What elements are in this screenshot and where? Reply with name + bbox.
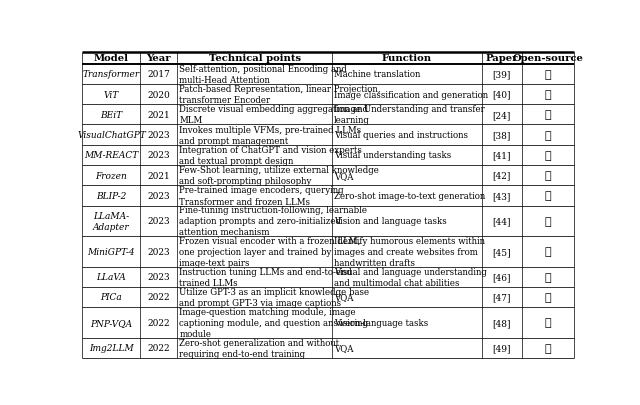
- Text: [47]: [47]: [493, 293, 511, 302]
- Text: Model: Model: [94, 54, 129, 63]
- Text: Utilize GPT-3 as an implicit knowledge base
and prompt GPT-3 via image captions: Utilize GPT-3 as an implicit knowledge b…: [179, 287, 369, 307]
- Text: ✓: ✓: [545, 318, 551, 328]
- Text: 2023: 2023: [148, 192, 170, 200]
- Text: Instruction tuning LLMs and end-to-end
trained LLMs: Instruction tuning LLMs and end-to-end t…: [179, 267, 352, 287]
- Text: VQA: VQA: [334, 171, 353, 180]
- Text: ✓: ✓: [545, 70, 551, 79]
- Text: ViT: ViT: [104, 90, 119, 99]
- Text: LLaVA: LLaVA: [97, 273, 126, 281]
- Text: Vision-language tasks: Vision-language tasks: [334, 318, 428, 327]
- Text: ✓: ✓: [545, 191, 551, 201]
- Text: [42]: [42]: [493, 171, 511, 180]
- Text: 2021: 2021: [147, 171, 170, 180]
- Text: PNP-VQA: PNP-VQA: [90, 318, 132, 327]
- Text: Paper: Paper: [486, 54, 518, 63]
- Text: Invokes multiple VFMs, pre-trained LLMs
and prompt management: Invokes multiple VFMs, pre-trained LLMs …: [179, 125, 362, 145]
- Text: Self-attention, positional Encoding and
multi-Head Attention: Self-attention, positional Encoding and …: [179, 64, 347, 85]
- Text: [49]: [49]: [493, 343, 511, 352]
- Text: Frozen: Frozen: [95, 171, 127, 180]
- Text: 2021: 2021: [147, 111, 170, 119]
- Text: MM-REACT: MM-REACT: [84, 151, 139, 160]
- Text: ✓: ✓: [545, 272, 551, 282]
- Text: LLaMA-
Adapter: LLaMA- Adapter: [93, 211, 130, 231]
- Text: 2023: 2023: [148, 247, 170, 256]
- Text: Visual understanding tasks: Visual understanding tasks: [334, 151, 451, 160]
- Text: 2022: 2022: [148, 293, 170, 302]
- Text: ✓: ✓: [545, 130, 551, 140]
- Text: Technical points: Technical points: [209, 54, 301, 63]
- Text: ✗: ✗: [545, 292, 551, 303]
- Text: Visual and language understanding
and multimodal chat abilities: Visual and language understanding and mu…: [334, 267, 487, 287]
- Text: Zero-shot image-to-text generation: Zero-shot image-to-text generation: [334, 192, 485, 200]
- Text: [45]: [45]: [493, 247, 511, 256]
- Text: ✓: ✓: [545, 171, 551, 181]
- Text: [48]: [48]: [493, 318, 511, 327]
- Text: [44]: [44]: [493, 217, 511, 226]
- Text: 2022: 2022: [148, 318, 170, 327]
- Text: 2023: 2023: [148, 273, 170, 281]
- Text: ✓: ✓: [545, 90, 551, 100]
- Text: Open-source: Open-source: [512, 54, 583, 63]
- Text: ✓: ✓: [545, 151, 551, 160]
- Text: ✓: ✓: [545, 216, 551, 226]
- Text: [39]: [39]: [493, 70, 511, 79]
- Text: Pre-trained image encoders, querying
Transformer and frozen LLMs: Pre-trained image encoders, querying Tra…: [179, 186, 344, 206]
- Text: [38]: [38]: [493, 131, 511, 140]
- Text: Zero-shot generalization and without
requiring end-to-end training: Zero-shot generalization and without req…: [179, 338, 339, 358]
- Text: Fine-tuning instruction-following, learnable
adaption prompts and zero-initializ: Fine-tuning instruction-following, learn…: [179, 206, 367, 237]
- Text: Integration of ChatGPT and vision experts
and textual prompt design: Integration of ChatGPT and vision expert…: [179, 145, 362, 166]
- Text: Year: Year: [147, 54, 171, 63]
- Text: Vision and language tasks: Vision and language tasks: [334, 217, 447, 226]
- Text: ✓: ✓: [545, 247, 551, 257]
- Text: [24]: [24]: [493, 111, 511, 119]
- Text: 2023: 2023: [148, 151, 170, 160]
- Text: 2020: 2020: [147, 90, 170, 99]
- Text: Patch-based Representation, linear Projection,
transformer Encoder: Patch-based Representation, linear Proje…: [179, 85, 381, 105]
- Text: ✓: ✓: [545, 110, 551, 120]
- Text: 2017: 2017: [147, 70, 170, 79]
- Text: BEiT: BEiT: [100, 111, 122, 119]
- Text: VQA: VQA: [334, 293, 353, 302]
- Text: [41]: [41]: [493, 151, 511, 160]
- Text: Image Understanding and transfer
learning: Image Understanding and transfer learnin…: [334, 105, 484, 125]
- Text: VQA: VQA: [334, 343, 353, 352]
- Text: Visual queries and instructions: Visual queries and instructions: [334, 131, 468, 140]
- Text: Transformer: Transformer: [83, 70, 140, 79]
- Text: BLIP-2: BLIP-2: [96, 192, 127, 200]
- Text: MiniGPT-4: MiniGPT-4: [88, 247, 135, 256]
- Text: 2023: 2023: [148, 217, 170, 226]
- Text: ✓: ✓: [545, 343, 551, 353]
- Text: PICa: PICa: [100, 293, 122, 302]
- Text: Img2LLM: Img2LLM: [89, 343, 134, 352]
- Text: Machine translation: Machine translation: [334, 70, 420, 79]
- Text: VisualChatGPT: VisualChatGPT: [77, 131, 146, 140]
- Text: Discrete visual embedding aggregation and
MLM: Discrete visual embedding aggregation an…: [179, 105, 369, 125]
- Text: Frozen visual encoder with a frozen LLM,
one projection layer and trained by
ima: Frozen visual encoder with a frozen LLM,…: [179, 236, 361, 267]
- Text: [43]: [43]: [493, 192, 511, 200]
- Text: Identify humorous elements within
images and create websites from
handwritten dr: Identify humorous elements within images…: [334, 236, 485, 267]
- Text: 2023: 2023: [148, 131, 170, 140]
- Text: [40]: [40]: [493, 90, 511, 99]
- Text: Image-question matching module, image
captioning module, and question answering
: Image-question matching module, image ca…: [179, 307, 368, 338]
- Text: 2022: 2022: [148, 343, 170, 352]
- Text: Function: Function: [381, 54, 432, 63]
- Text: Image classification and generation: Image classification and generation: [334, 90, 488, 99]
- Text: Few-Shot learning, utilize external knowledge
and soft-prompting philosophy: Few-Shot learning, utilize external know…: [179, 166, 379, 186]
- Text: [46]: [46]: [493, 273, 511, 281]
